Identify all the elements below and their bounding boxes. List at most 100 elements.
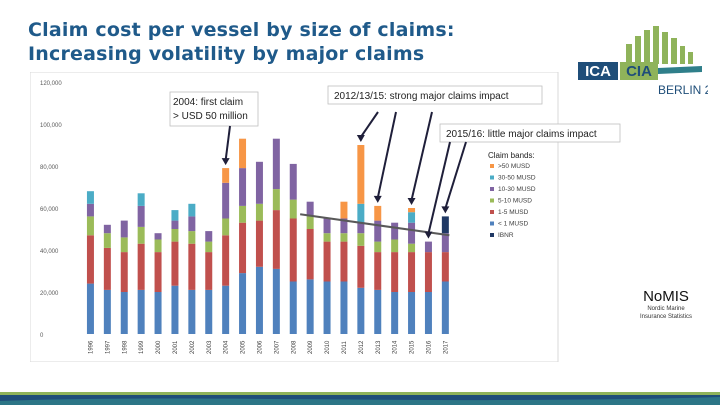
- bar-segment-1-5-musd: [374, 252, 382, 290]
- x-tick-label: 2001: [173, 340, 179, 354]
- bar-segment--1-musd: [374, 289, 382, 334]
- bar-segment-5-10-musd: [408, 243, 416, 253]
- x-tick-label: 2008: [291, 340, 297, 354]
- y-tick-label: 0: [40, 333, 44, 339]
- x-tick-label: 2011: [342, 340, 348, 354]
- bar-segment-5-10-musd: [255, 203, 263, 221]
- bar-segment-10-30-musd: [340, 218, 348, 234]
- annotation-arrowhead: [356, 135, 365, 142]
- legend-label: 10-30 MUSD: [498, 186, 536, 193]
- bar-segment-1-5-musd: [272, 210, 280, 269]
- bar-segment--1-musd: [289, 281, 297, 334]
- annotation-arrowhead: [407, 198, 416, 205]
- bar-segment--50-musd: [357, 145, 365, 204]
- y-tick-label: 80,000: [40, 165, 59, 171]
- bar-segment-1-5-musd: [306, 229, 314, 280]
- bar-segment-10-30-musd: [120, 220, 128, 238]
- bar-segment--1-musd: [357, 287, 365, 334]
- bar-segment--1-musd: [120, 292, 128, 334]
- annotation-text: > USD 50 million: [173, 111, 248, 122]
- legend-label: 30-50 MUSD: [498, 175, 536, 182]
- bar-segment--1-musd: [323, 281, 331, 334]
- legend-swatch: [490, 210, 494, 214]
- x-tick-label: 2009: [308, 340, 314, 354]
- bar-segment-10-30-musd: [441, 233, 449, 253]
- bar-segment-1-5-musd: [222, 235, 230, 286]
- bar-segment--50-musd: [340, 201, 348, 219]
- bar-segment-1-5-musd: [357, 245, 365, 288]
- plot-frame: [30, 72, 559, 362]
- trend-line: [300, 213, 450, 237]
- bar-segment--1-musd: [441, 281, 449, 334]
- legend-label: IBNR: [498, 232, 514, 239]
- legend-swatch: [490, 221, 494, 226]
- bar-segment-10-30-musd: [357, 222, 365, 234]
- bar-segment-5-10-musd: [86, 216, 94, 236]
- bar-segment-10-30-musd: [154, 233, 162, 240]
- slide-title: Claim cost per vessel by size of claims:…: [28, 18, 455, 66]
- bar-segment-10-30-musd: [188, 216, 196, 232]
- bar-segment--1-musd: [255, 266, 263, 334]
- bar-segment--1-musd: [222, 285, 230, 334]
- annotation-text: 2004: first claim: [173, 97, 243, 108]
- bar-segment-10-30-musd: [103, 224, 111, 234]
- bar-segment--1-musd: [239, 273, 247, 334]
- x-tick-label: 2012: [359, 340, 365, 354]
- bar-segment-1-5-musd: [188, 243, 196, 290]
- bar-segment-5-10-musd: [188, 231, 196, 244]
- x-tick-label: 1999: [139, 340, 145, 354]
- x-tick-label: 2007: [274, 340, 280, 354]
- bar-segment-1-5-musd: [103, 247, 111, 290]
- bar-segment-1-5-musd: [137, 243, 145, 290]
- logo-swoosh: [658, 66, 702, 74]
- bar-segment-5-10-musd: [205, 241, 213, 253]
- bar-segment-10-30-musd: [289, 163, 297, 200]
- annotation-box: [169, 91, 259, 127]
- bar-segment-5-10-musd: [374, 241, 382, 253]
- bar-segment-1-5-musd: [441, 252, 449, 282]
- x-tick-label: 1996: [88, 340, 94, 354]
- bar-segment-1-5-musd: [154, 252, 162, 292]
- bar-segment-10-30-musd: [137, 205, 145, 227]
- ica-badge: [578, 62, 618, 80]
- bar-segment-5-10-musd: [154, 239, 162, 253]
- bar-segment--1-musd: [272, 268, 280, 334]
- bar-segment-30-50-musd: [408, 212, 416, 223]
- bar-segment-5-10-musd: [222, 218, 230, 236]
- x-tick-label: 2003: [207, 340, 213, 354]
- bar-segment-10-30-musd: [408, 222, 416, 244]
- bar-segment-5-10-musd: [171, 229, 179, 242]
- x-tick-label: 2002: [190, 340, 196, 354]
- bar-segment--1-musd: [103, 289, 111, 334]
- annotation-arrow: [410, 111, 433, 201]
- bar-segment-10-30-musd: [222, 182, 230, 219]
- annotation-arrowhead: [373, 195, 382, 203]
- annotation-text: 2015/16: little major claims impact: [446, 129, 597, 140]
- annotation-arrowhead: [424, 231, 433, 239]
- bar-segment-10-30-musd: [306, 201, 314, 217]
- claim-cost-chart: 0 20,000 40,000 60,000 80,000 100,000 120,000 1…: [30, 72, 621, 362]
- bar-segment--50-musd: [222, 168, 230, 183]
- logo-event: BERLIN 2018: [658, 83, 708, 97]
- bar-segment-30-50-musd: [86, 191, 94, 204]
- x-tick-label: 2004: [224, 340, 230, 354]
- annotation-arrow: [360, 111, 379, 138]
- x-tick-label: 2013: [376, 340, 382, 354]
- annotation-box: [327, 85, 543, 105]
- x-tick-label: 2005: [241, 340, 247, 354]
- y-tick-label: 120,000: [40, 81, 62, 87]
- bar-segment-1-5-musd: [323, 241, 331, 282]
- x-tick-label: 2014: [393, 340, 399, 354]
- bar-segment-5-10-musd: [103, 233, 111, 248]
- bar-segment-1-5-musd: [340, 241, 348, 282]
- bar-segment-5-10-musd: [272, 189, 280, 211]
- bar-segment-30-50-musd: [357, 203, 365, 223]
- nomis-name: NoMIS: [643, 288, 689, 305]
- bar-segment-10-30-musd: [205, 231, 213, 242]
- cia-badge: [620, 62, 658, 80]
- bar-segment-1-5-musd: [289, 218, 297, 282]
- bar-segment--1-musd: [340, 281, 348, 334]
- bar-segment-10-30-musd: [272, 138, 280, 190]
- bar-segment-5-10-musd: [306, 216, 314, 229]
- logo-ica: ICA: [585, 63, 611, 80]
